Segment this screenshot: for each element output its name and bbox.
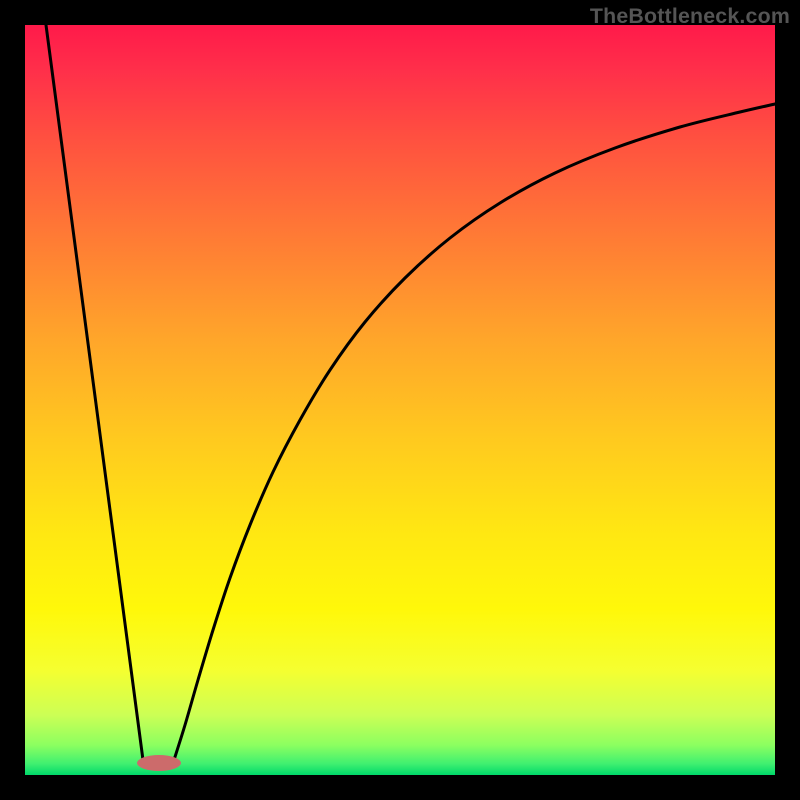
bottleneck-chart: TheBottleneck.com [0, 0, 800, 800]
minimum-marker [137, 755, 181, 771]
watermark-text: TheBottleneck.com [590, 4, 790, 29]
plot-gradient-background [25, 25, 775, 775]
chart-svg [0, 0, 800, 800]
